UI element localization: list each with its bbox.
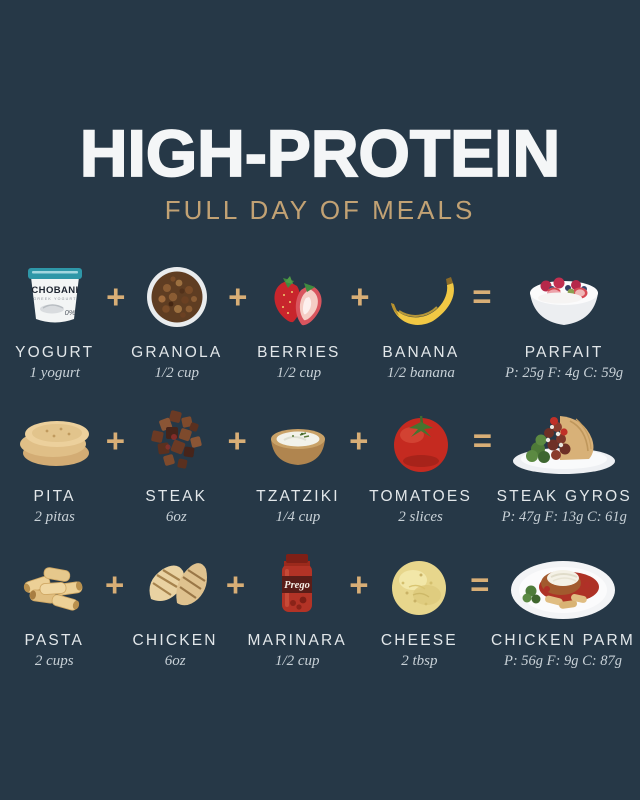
food-qty: 2 cups (34, 653, 74, 669)
yogurt-cup-icon: CHOBANI GREEK YOGURT 0% (6, 254, 103, 340)
greek-yogurt-text: GREEK YOGURT (33, 297, 76, 301)
plus-operator: + (226, 254, 251, 340)
food-label: TOMATOES (369, 488, 473, 505)
tomato-icon (371, 398, 470, 484)
plus-operator: + (103, 398, 128, 484)
equals-operator: = (470, 398, 495, 484)
chobani-brand-text: CHOBANI (31, 285, 78, 296)
plus-icon: + (225, 566, 246, 603)
food-item-tzatziki: TZATZIKI 1/4 cup (249, 398, 346, 526)
penne-pasta-icon (6, 542, 103, 628)
food-item-yogurt: CHOBANI GREEK YOGURT 0% YOGURT 1 yogurt (6, 254, 103, 382)
food-label: CHICKEN (132, 632, 218, 649)
result-label: STEAK GYROS (496, 488, 632, 505)
granola-bowl-icon (128, 254, 225, 340)
meal-result-steak-gyros: STEAK GYROS P: 47g F: 13g C: 61g (495, 398, 634, 526)
food-item-berries: BERRIES 1/2 cup (250, 254, 347, 382)
food-qty: 1/2 banana (386, 365, 455, 381)
food-label: YOGURT (15, 344, 95, 361)
food-label: PITA (33, 488, 76, 505)
food-item-marinara: Prego MARINARA 1/2 cup (248, 542, 347, 670)
food-qty: 1/2 cup (274, 653, 320, 669)
food-qty: 2 slices (398, 509, 443, 525)
parmesan-mound-icon (371, 542, 468, 628)
food-qty: 1/4 cup (275, 509, 321, 525)
food-qty: 6oz (164, 653, 186, 669)
tzatziki-bowl-icon (249, 398, 346, 484)
equals-icon: = (472, 422, 492, 459)
result-label: PARFAIT (524, 344, 604, 361)
plus-icon: + (105, 566, 125, 603)
plus-icon: + (350, 278, 370, 315)
plus-operator: + (103, 542, 127, 628)
food-label: TZATZIKI (256, 488, 340, 505)
plus-icon: + (349, 422, 369, 459)
plus-operator: + (347, 542, 371, 628)
prego-brand-text: Prego (284, 580, 310, 591)
food-item-granola: GRANOLA 1/2 cup (128, 254, 225, 382)
plus-operator: + (347, 398, 372, 484)
food-qty: 2 pitas (34, 509, 75, 525)
steak-cubes-icon (128, 398, 225, 484)
header: HIGH-PROTEIN FULL DAY OF MEALS (0, 0, 640, 226)
equals-operator: = (470, 254, 495, 340)
plus-icon: + (105, 422, 126, 459)
zero-percent-text: 0% (64, 308, 75, 317)
grilled-chicken-icon (127, 542, 224, 628)
equals-icon: = (472, 278, 492, 315)
page-subtitle: FULL DAY OF MEALS (164, 195, 476, 225)
banana-icon (372, 254, 469, 340)
food-label: BERRIES (257, 344, 341, 361)
meal-rows: CHOBANI GREEK YOGURT 0% YOGURT 1 yogurt … (0, 254, 640, 670)
food-item-pita: PITA 2 pitas (6, 398, 103, 526)
plus-icon: + (349, 566, 369, 603)
meal-row-chicken-parm: PASTA 2 cups + CHICKEN 6oz (6, 542, 634, 670)
marinara-jar-icon: Prego (248, 542, 347, 628)
food-label: MARINARA (247, 632, 347, 649)
food-qty: 6oz (165, 509, 187, 525)
food-label: PASTA (24, 632, 85, 649)
food-label: CHEESE (380, 632, 458, 649)
result-macros: P: 25g F: 4g C: 59g (505, 365, 624, 381)
plus-icon: + (227, 422, 247, 459)
strawberries-icon (250, 254, 347, 340)
gyros-plate-icon (495, 398, 634, 484)
food-qty: 2 tbsp (401, 653, 438, 669)
equals-operator: = (468, 542, 492, 628)
plus-operator: + (348, 254, 373, 340)
meal-result-parfait: PARFAIT P: 25g F: 4g C: 59g (494, 254, 634, 382)
food-qty: 1/2 cup (154, 365, 200, 381)
plus-operator: + (103, 254, 128, 340)
meal-row-parfait: CHOBANI GREEK YOGURT 0% YOGURT 1 yogurt … (6, 254, 634, 382)
meal-result-chicken-parm: CHICKEN PARM P: 56g F: 9g C: 87g (490, 542, 636, 670)
food-item-cheese: CHEESE 2 tbsp (371, 542, 468, 670)
meal-row-steak-gyros: PITA 2 pitas + (6, 398, 634, 526)
food-qty: 1 yogurt (29, 365, 80, 381)
food-item-pasta: PASTA 2 cups (6, 542, 103, 670)
food-label: STEAK (145, 488, 208, 505)
result-label: CHICKEN PARM (490, 632, 636, 649)
plus-operator: + (223, 542, 247, 628)
food-label: GRANOLA (131, 344, 223, 361)
food-label: BANANA (382, 344, 460, 361)
parfait-bowl-icon (494, 254, 634, 340)
plus-icon: + (228, 278, 248, 315)
food-item-steak: STEAK 6oz (128, 398, 225, 526)
plus-operator: + (225, 398, 250, 484)
plus-icon: + (106, 278, 126, 315)
food-item-tomatoes: TOMATOES 2 slices (369, 398, 473, 526)
food-qty: 1/2 cup (276, 365, 322, 381)
chicken-parm-plate-icon (492, 542, 634, 628)
food-item-chicken: CHICKEN 6oz (127, 542, 224, 670)
food-item-banana: BANANA 1/2 banana (372, 254, 469, 382)
pita-stack-icon (6, 398, 103, 484)
result-macros: P: 47g F: 13g C: 61g (501, 509, 627, 525)
page-title: HIGH-PROTEIN (79, 116, 561, 190)
result-macros: P: 56g F: 9g C: 87g (504, 653, 622, 669)
equals-icon: = (470, 566, 490, 603)
